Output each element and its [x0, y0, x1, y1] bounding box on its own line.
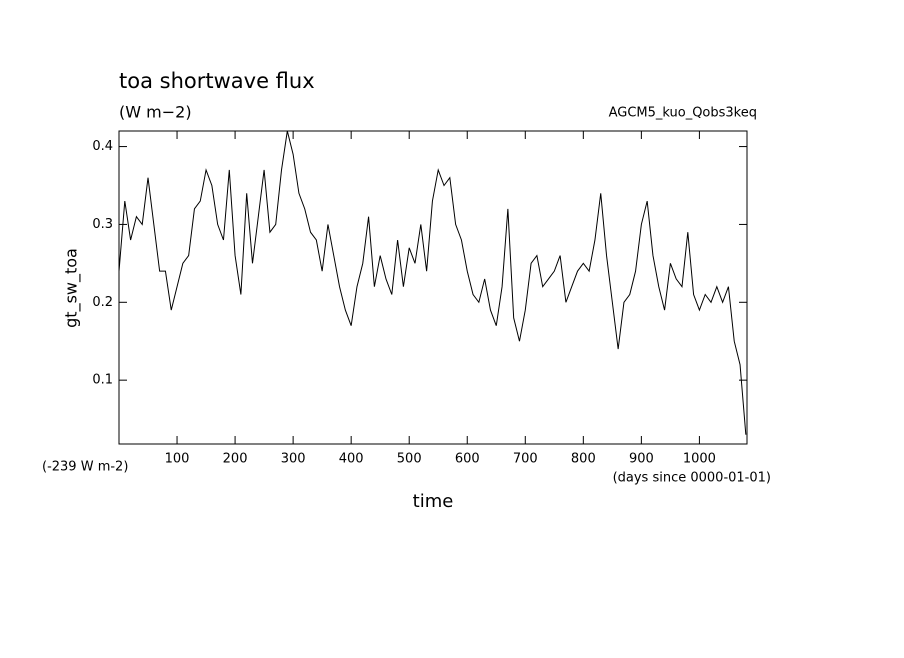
chart-title: toa shortwave flux: [119, 69, 315, 93]
x-tick-label: 100: [165, 452, 190, 467]
y-tick-label: 0.1: [92, 373, 113, 388]
x-tick-label: 800: [571, 452, 596, 467]
y-tick-label: 0.2: [92, 295, 113, 310]
x-tick-label: 900: [629, 452, 654, 467]
x-tick-label: 300: [281, 452, 306, 467]
y-tick-label: 0.4: [92, 139, 113, 154]
x-tick-label: 600: [455, 452, 480, 467]
data-line: [118, 130, 747, 435]
x-tick-label: 200: [223, 452, 248, 467]
x-tick-label: 700: [513, 452, 538, 467]
chart-subtitle: (W m−2): [119, 103, 192, 122]
x-axis-label: time: [413, 491, 454, 512]
x-tick-label: 1000: [683, 452, 716, 467]
y-tick-label: 0.3: [92, 217, 113, 232]
y-axis-label: gt_sw_toa: [62, 248, 82, 328]
x-axis-units: (days since 0000-01-01): [613, 471, 771, 486]
x-tick-label: 500: [397, 452, 422, 467]
plot-frame: [118, 130, 748, 445]
x-tick-label: 400: [339, 452, 364, 467]
y-offset-note: (-239 W m-2): [42, 460, 128, 475]
annotation: AGCM5_kuo_Qobs3keq: [609, 106, 757, 121]
